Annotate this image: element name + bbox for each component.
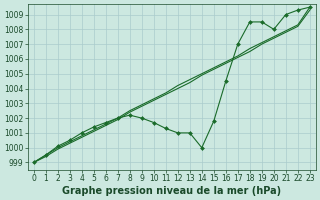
X-axis label: Graphe pression niveau de la mer (hPa): Graphe pression niveau de la mer (hPa) xyxy=(62,186,281,196)
